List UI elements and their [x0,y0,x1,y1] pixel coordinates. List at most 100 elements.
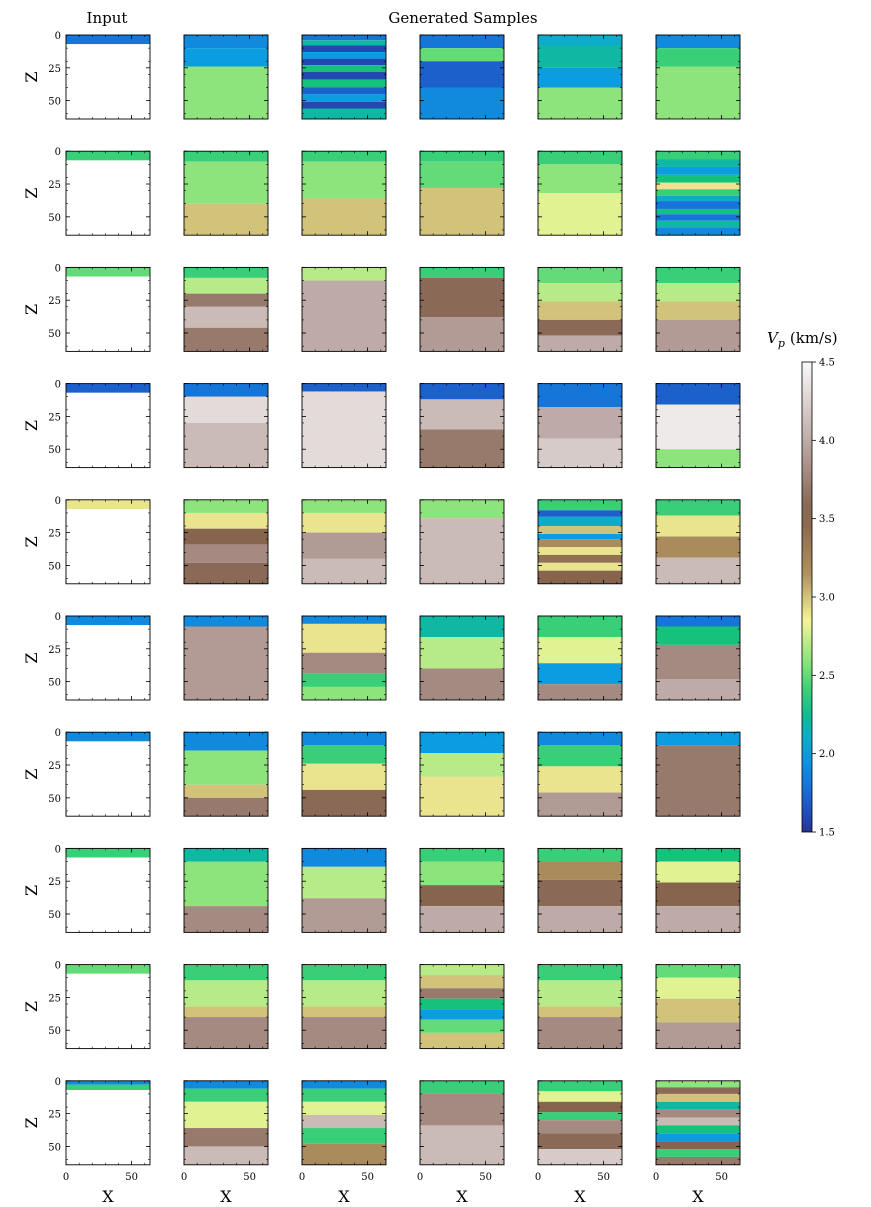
velocity-layer [656,679,740,700]
velocity-layer [302,391,386,468]
velocity-layer [184,1128,268,1147]
velocity-layer [302,1143,386,1165]
velocity-layer [302,71,386,80]
generated-sample-panel [419,1080,505,1166]
model-row: 0 25 50 Z [22,31,741,120]
z-tick-label: 0 [55,1077,61,1088]
velocity-layer [420,848,504,862]
input-panel [65,1080,151,1166]
velocity-layer [420,964,504,976]
velocity-layer [538,663,622,685]
z-tick-label: 25 [48,180,61,191]
velocity-layer [420,151,504,162]
velocity-layer [302,532,386,559]
velocity-layer [302,745,386,764]
input-panel [65,615,151,701]
velocity-layer [538,438,622,468]
z-tick-label: 0 [55,612,61,623]
z-axis-label: Z [22,71,41,82]
panel-frame [65,150,151,236]
panel-frame [537,34,623,120]
velocity-layer [538,539,622,548]
input-panel [65,266,151,352]
generated-sample-panel [419,34,505,120]
velocity-layer [656,848,740,862]
panel-frame [419,266,505,352]
model-row: 0 25 50 Z [22,961,741,1050]
velocity-layer [538,745,622,767]
generated-sample-panel [655,150,741,236]
velocity-layer [656,283,740,302]
generated-sample-panel [419,615,505,701]
velocity-layer [538,1080,622,1092]
velocity-layer [538,906,622,933]
velocity-layer [302,673,386,687]
z-tick-label: 25 [48,64,61,75]
velocity-layer [656,166,740,175]
velocity-layer [302,763,386,790]
generated-sample-panel [183,964,269,1050]
velocity-layer [66,35,150,45]
generated-sample-panel [419,266,505,352]
z-tick-label: 25 [48,645,61,656]
panel-frame [183,150,269,236]
generated-sample-panel [183,266,269,352]
z-axis-label: Z [22,420,41,431]
velocity-layer [538,562,622,571]
x-tick-label: 0 [653,1172,659,1183]
velocity-layer [184,616,268,627]
generated-sample-panel [301,383,387,469]
generated-sample-panel [655,34,741,120]
velocity-layer [302,686,386,700]
velocity-layer [184,396,268,423]
panel-frame [65,1080,151,1166]
panel-frame [537,964,623,1050]
velocity-layer [302,1017,386,1049]
panel-frame [655,383,741,469]
panel-frame [65,615,151,701]
velocity-layer [656,301,740,320]
generated-sample-panel [537,615,623,701]
velocity-layer [302,94,386,102]
model-row: 0 25 50 Z [22,147,741,236]
velocity-layer [420,998,504,1010]
velocity-layer [538,766,622,793]
z-tick-label: 25 [48,877,61,888]
velocity-layer [538,964,622,981]
velocity-layer [656,964,740,978]
colorbar-label-symbol: V [767,329,780,347]
x-axis-label: X [692,1187,704,1206]
x-tick-label: 0 [181,1172,187,1183]
z-tick-label: 50 [48,794,61,805]
velocity-layer [538,1112,622,1121]
panel-frame [183,266,269,352]
input-panel [65,150,151,236]
velocity-layer [656,159,740,167]
z-axis-label: Z [22,885,41,896]
panel-frame [537,266,623,352]
colorbar-label-units: (km/s) [790,329,838,347]
panel-frame [419,34,505,120]
panel-frame [183,383,269,469]
velocity-layer [302,65,386,72]
velocity-layer [538,1101,622,1113]
velocity-layer [302,964,386,981]
x-tick-label: 50 [715,1172,728,1183]
model-row: 0 25 50 Z [22,1077,741,1166]
x-axis-label: X [102,1187,114,1206]
panel-frame [65,34,151,120]
model-row: 0 25 50 Z [22,496,741,585]
velocity-layer [538,407,622,439]
panel-frame [65,964,151,1050]
velocity-layer [420,906,504,933]
velocity-layer [538,554,622,563]
z-tick-label: 0 [55,844,61,855]
velocity-layer [656,1087,740,1094]
column-title-generated: Generated Samples [388,9,537,27]
velocity-layer [538,616,622,637]
velocity-layer [656,174,740,183]
panel-frame [537,499,623,585]
velocity-layer [420,277,504,318]
velocity-layer [420,383,504,400]
